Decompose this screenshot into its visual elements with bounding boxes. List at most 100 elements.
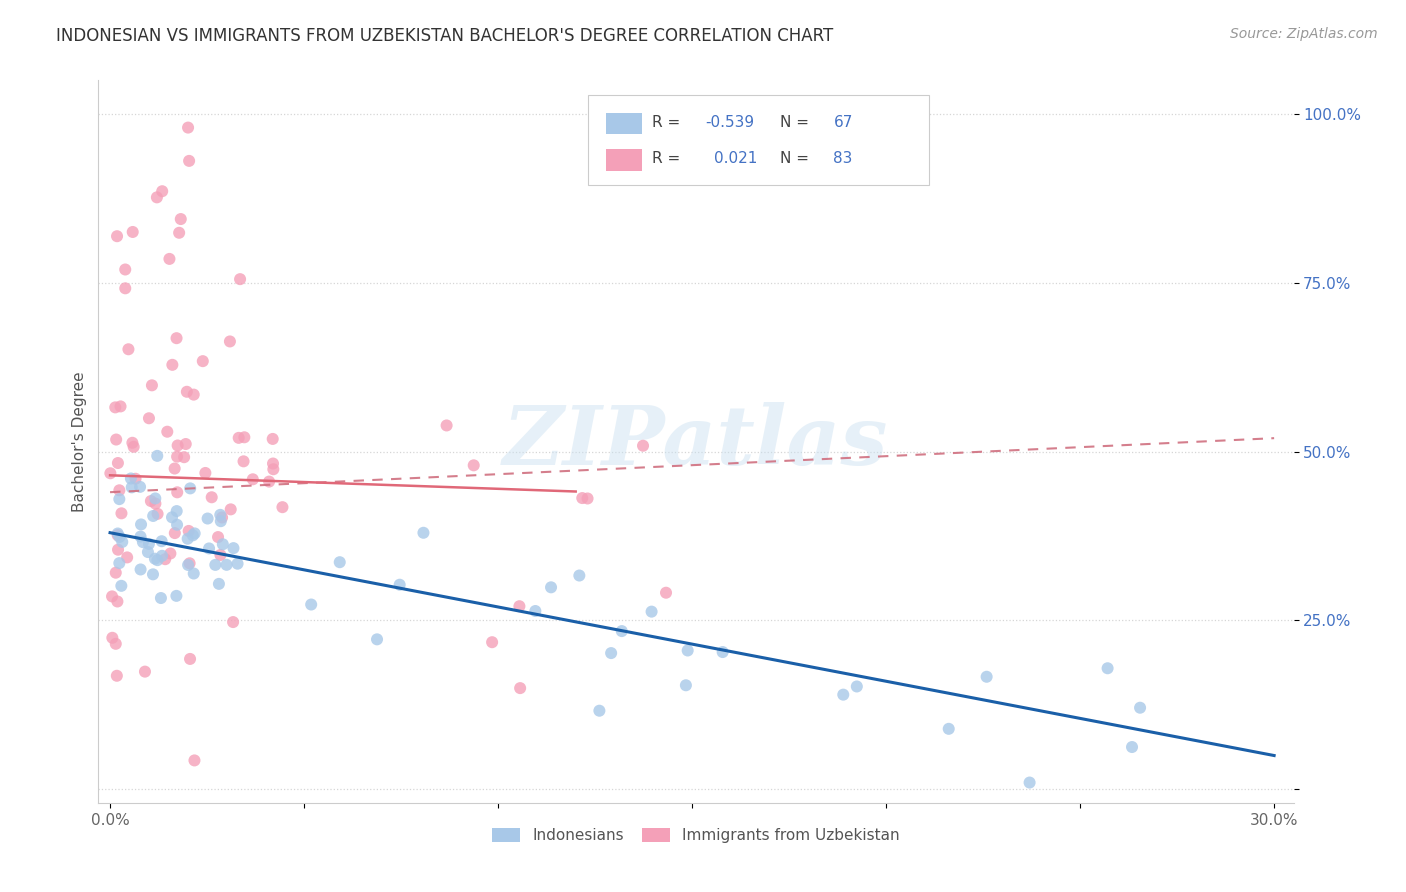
Point (101, 631, 124, 645)
Point (159, 252, 181, 266)
Point (1129, 700, 1152, 714)
Point (208, 577, 231, 591)
Bar (606, 112, 643, 135)
Point (938, 722, 960, 736)
Bar (606, 149, 643, 170)
Point (129, 517, 152, 532)
Point (166, 331, 188, 345)
Point (98, 467, 121, 481)
Point (121, 225, 143, 239)
Point (138, 537, 160, 551)
Point (463, 458, 485, 473)
Point (232, 454, 254, 468)
Point (150, 549, 173, 563)
Point (111, 535, 134, 549)
Point (197, 511, 219, 525)
Point (676, 643, 699, 657)
Point (114, 262, 136, 277)
Point (115, 550, 138, 565)
Point (108, 492, 131, 507)
Point (166, 504, 188, 518)
Point (146, 449, 169, 463)
Point (436, 418, 458, 433)
Point (508, 599, 530, 614)
Point (183, 526, 205, 541)
Point (198, 541, 221, 556)
Point (412, 525, 434, 540)
Point (110, 400, 132, 414)
Point (132, 535, 155, 549)
Point (481, 635, 503, 649)
Text: 67: 67 (834, 115, 853, 129)
Point (149, 591, 172, 605)
Point (179, 556, 201, 570)
Point (146, 190, 169, 204)
Point (129, 562, 152, 576)
Point (110, 579, 132, 593)
Point (209, 508, 232, 522)
Text: -0.539: -0.539 (706, 115, 755, 129)
Point (262, 457, 284, 471)
Point (219, 334, 242, 349)
Text: R =: R = (652, 151, 685, 166)
Point (124, 472, 146, 486)
Point (138, 411, 160, 425)
Point (976, 670, 998, 684)
Text: 83: 83 (834, 151, 853, 166)
Point (179, 153, 201, 168)
Point (222, 615, 245, 629)
Point (1121, 739, 1143, 754)
Point (571, 491, 593, 505)
Point (845, 680, 868, 694)
Point (219, 502, 242, 516)
Point (163, 461, 186, 475)
Point (136, 545, 159, 559)
Point (145, 497, 167, 511)
Point (120, 471, 142, 485)
Point (201, 490, 224, 504)
Point (146, 507, 169, 521)
Point (183, 566, 205, 581)
Y-axis label: Bachelor's Degree: Bachelor's Degree (72, 371, 87, 512)
Point (366, 632, 388, 647)
Point (1097, 661, 1119, 675)
Point (600, 646, 623, 660)
Point (163, 526, 186, 541)
Point (104, 401, 127, 415)
Point (122, 440, 145, 454)
FancyBboxPatch shape (589, 95, 929, 185)
Point (631, 439, 654, 453)
Point (107, 526, 129, 541)
Point (233, 430, 256, 444)
Point (222, 541, 245, 555)
Point (173, 450, 195, 465)
Point (209, 548, 232, 562)
Point (675, 678, 697, 692)
Point (107, 528, 129, 542)
Point (204, 558, 226, 572)
Point (711, 645, 734, 659)
Point (129, 530, 152, 544)
Point (121, 480, 143, 494)
Point (177, 120, 200, 135)
Text: N =: N = (779, 151, 814, 166)
Point (568, 568, 591, 582)
Point (165, 589, 187, 603)
Point (388, 578, 411, 592)
Point (194, 466, 217, 480)
Point (129, 480, 152, 494)
Point (610, 624, 633, 639)
Point (229, 272, 252, 286)
Text: 0.021: 0.021 (714, 151, 758, 166)
Point (107, 456, 129, 470)
Point (167, 226, 190, 240)
Point (166, 438, 188, 452)
Point (108, 556, 131, 570)
Point (174, 437, 197, 451)
Point (262, 432, 284, 446)
Point (166, 485, 188, 500)
Point (209, 514, 232, 528)
Point (179, 482, 201, 496)
Point (134, 665, 156, 679)
Point (181, 528, 204, 542)
